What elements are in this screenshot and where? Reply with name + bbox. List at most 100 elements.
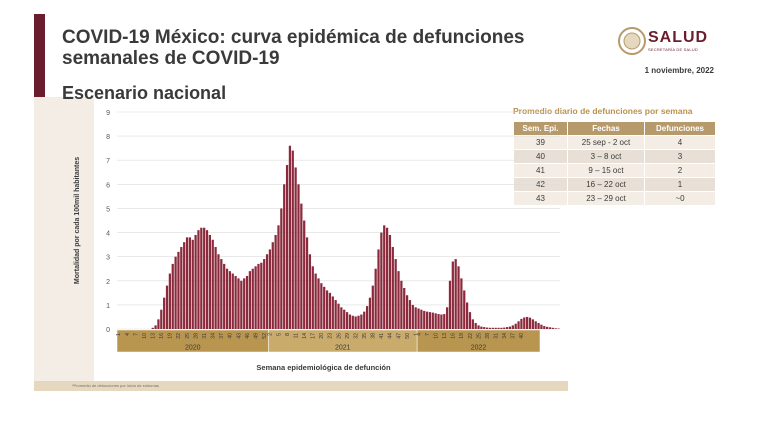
table-header-deaths: Defunciones — [644, 121, 716, 136]
bar — [268, 249, 272, 329]
salud-logo-icon — [618, 27, 646, 55]
bar — [157, 319, 160, 329]
bar — [463, 290, 466, 329]
bar — [488, 327, 492, 329]
x-tick-label: 40 — [228, 333, 234, 339]
table-cell-dates: 9 – 15 oct — [567, 163, 645, 178]
table-cell-deaths: 3 — [644, 149, 716, 164]
bar — [534, 321, 537, 329]
bar — [420, 309, 423, 329]
year-label: 2022 — [471, 345, 487, 352]
x-tick-label: 47 — [396, 333, 402, 339]
x-tick-label: 10 — [142, 333, 148, 339]
x-tick-label: 7 — [133, 333, 139, 336]
y-tick-label: 8 — [106, 134, 110, 141]
table-cell-deaths: 4 — [644, 135, 716, 150]
bar — [540, 324, 543, 329]
x-tick-label: 40 — [519, 333, 525, 339]
bar — [220, 259, 223, 329]
bar — [294, 167, 297, 329]
bar — [228, 271, 232, 329]
x-tick-label: 14 — [302, 333, 308, 339]
bar — [357, 315, 360, 329]
x-tick-label: 28 — [485, 333, 491, 339]
bar — [283, 184, 286, 329]
bar — [531, 319, 534, 329]
bar — [174, 256, 177, 329]
x-tick-label: 1 — [413, 333, 419, 336]
bar — [483, 327, 486, 329]
bar — [285, 165, 289, 329]
y-tick-label: 5 — [106, 206, 110, 213]
bar — [451, 261, 454, 329]
bar — [211, 239, 214, 329]
bar — [351, 315, 354, 329]
bar — [168, 273, 171, 329]
bar — [368, 297, 372, 329]
bar — [454, 259, 457, 329]
bar — [500, 327, 503, 329]
bar — [411, 304, 414, 329]
x-tick-label: 10 — [433, 333, 439, 339]
table-cell-dates: 23 – 29 oct — [567, 191, 645, 206]
bar — [403, 288, 406, 329]
bar — [365, 306, 369, 329]
bar — [511, 325, 514, 329]
bar — [263, 259, 266, 329]
x-tick-label: 38 — [371, 333, 377, 339]
x-tick-label: 11 — [293, 333, 299, 338]
bar — [408, 300, 412, 329]
bar — [526, 316, 529, 329]
bar — [245, 275, 249, 329]
y-tick-label: 6 — [106, 182, 110, 189]
bar — [445, 307, 449, 329]
bar — [503, 327, 506, 329]
bar — [223, 263, 226, 329]
bar — [548, 327, 552, 329]
x-tick-label: 2 — [268, 333, 274, 336]
x-tick-label: 5 — [276, 333, 282, 336]
bar — [257, 263, 260, 329]
bar — [394, 259, 397, 329]
bar — [303, 220, 306, 329]
bar — [163, 297, 166, 329]
bar — [491, 327, 494, 329]
bar — [180, 247, 183, 329]
table-header-row: Sem. Epi. Fechas Defunciones — [513, 121, 716, 136]
bar — [297, 184, 300, 329]
logo-subtext: SECRETARÍA DE SALUD — [648, 47, 698, 52]
bar — [280, 208, 283, 329]
bar — [374, 268, 377, 329]
x-tick-label: 31 — [493, 333, 499, 339]
bar — [154, 325, 157, 329]
bar — [425, 311, 429, 329]
x-tick-label: 43 — [236, 333, 242, 339]
bar — [423, 310, 426, 329]
bar — [337, 303, 340, 329]
bar — [305, 237, 309, 329]
bar — [320, 283, 323, 329]
year-band — [416, 329, 541, 353]
bar — [291, 150, 294, 329]
bar — [265, 254, 269, 329]
y-tick-label: 7 — [106, 158, 110, 165]
x-tick-label: 1 — [116, 333, 122, 336]
bar — [183, 242, 186, 329]
table-cell-dates: 3 – 8 oct — [567, 149, 645, 164]
year-label: 2020 — [185, 345, 201, 352]
table-cell-dates: 16 – 22 oct — [567, 177, 645, 192]
bar — [537, 322, 540, 329]
x-tick-label: 19 — [459, 333, 465, 339]
bar — [260, 262, 263, 329]
bar — [360, 314, 363, 329]
bar — [248, 271, 252, 329]
bar — [234, 275, 237, 329]
bar — [323, 286, 326, 329]
bar — [271, 242, 274, 329]
x-tick-label: 29 — [345, 333, 351, 339]
x-tick-label: 17 — [311, 333, 317, 339]
x-tick-label: 13 — [151, 333, 157, 339]
bar — [514, 323, 517, 329]
bar — [317, 278, 320, 329]
